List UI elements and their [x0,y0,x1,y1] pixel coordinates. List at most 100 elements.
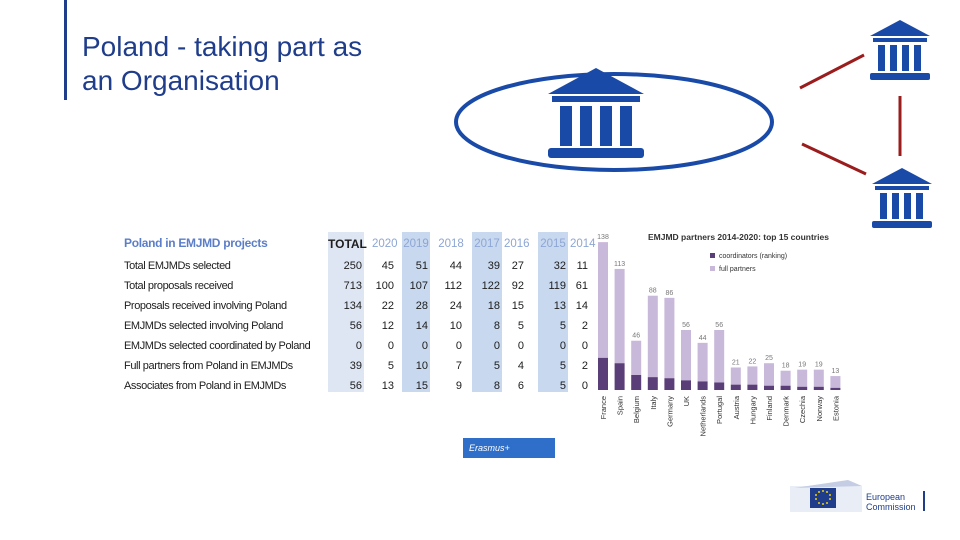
table-cell: 45 [381,260,394,272]
erasmus-plus-label: Erasmus+ [463,438,555,458]
emjmd-table: Poland in EMJMD projects Total EMJMDs se… [118,230,598,400]
row-label: Total EMJMDs selected [124,260,231,272]
bar-coordinators [747,384,758,390]
x-tick-label: Germany [665,396,674,427]
bar-coordinators [730,384,741,390]
bar-full-partners [747,366,758,385]
data-label: 22 [749,358,757,365]
table-cell: 27 [511,260,524,272]
table-cell: 0 [455,340,462,352]
data-label: 113 [614,261,625,268]
x-tick-label: Czechia [798,395,807,423]
column-header: 2014 [570,238,596,250]
bar-coordinators [780,385,791,390]
x-tick-label: Norway [815,396,824,422]
legend-entry: full partners [719,266,756,273]
data-label: 21 [732,360,740,367]
organisation-diagram [454,20,932,228]
table-column: 2016 27 92 15 5 0 4 6 [504,232,530,392]
ec-text-line1: European [866,492,906,502]
table-cell: 24 [449,300,462,312]
table-cell: 119 [548,280,566,292]
table-cell: 39 [349,360,362,372]
data-label: 44 [699,335,707,342]
table-column: 2020 45 100 22 12 0 5 13 [372,232,398,392]
row-label: EMJMDs selected coordinated by Poland [124,340,311,352]
table-cell: 11 [576,260,588,272]
bar-full-partners [714,330,725,383]
bar-full-partners [664,297,675,379]
table-cell: 100 [375,280,394,292]
column-header: 2019 [403,238,429,250]
table-cell: 8 [493,380,500,392]
bar-coordinators [664,378,675,390]
table-cell: 4 [517,360,524,372]
data-label: 46 [632,333,640,340]
title-accent-bar [64,0,67,100]
x-tick-label: Denmark [782,396,791,427]
european-commission-logo [790,480,862,512]
table-cell: 5 [559,380,566,392]
x-tick-label: Austria [732,395,741,419]
column-header: 2017 [474,238,500,250]
legend-swatch [710,266,715,271]
bar-full-partners [647,295,658,378]
table-column: 2014 11 61 14 2 0 2 0 [570,232,596,392]
table-column: 2017 39 122 18 8 0 5 8 [472,232,502,392]
data-label: 19 [798,362,806,369]
bar-full-partners [797,369,808,387]
table-cell: 10 [415,360,428,372]
table-row-labels: Total EMJMDs selected Total proposals re… [124,256,311,396]
bar-coordinators [647,377,658,390]
row-label: Full partners from Poland in EMJMDs [124,360,293,372]
table-cell: 6 [517,380,524,392]
table-cell: 22 [381,300,394,312]
bar-coordinators [697,381,708,390]
table-cell: 0 [387,340,394,352]
table-cell: 112 [444,280,462,292]
column-header: 2018 [438,238,464,250]
x-tick-label: Netherlands [699,396,708,437]
table-cell: 107 [409,280,428,292]
x-tick-label: France [599,396,608,419]
table-cell: 8 [493,320,500,332]
data-label: 88 [649,288,657,295]
table-cell: 92 [511,280,524,292]
x-tick-label: Finland [765,396,774,421]
table-cell: 56 [349,380,362,392]
table-cell: 0 [421,340,428,352]
institution-icon-main [548,68,644,158]
bar-full-partners [780,370,791,386]
chart-title: EMJMD partners 2014-2020: top 15 countri… [648,232,829,242]
table-cell: 7 [455,360,462,372]
link-line-top [799,53,865,90]
bar-coordinators [797,386,808,390]
bar-full-partners [598,242,608,358]
bar-full-partners [697,342,708,382]
data-label: 56 [682,322,690,329]
table-cell: 61 [575,280,588,292]
table-cell: 122 [481,280,500,292]
table-cell: 32 [553,260,566,272]
table-cell: 134 [343,300,362,312]
table-cell: 18 [487,300,500,312]
table-cell: 5 [517,320,524,332]
slide-title-line1: Poland - taking part as [82,31,363,62]
bar-coordinators [681,380,691,390]
slide-title-line2: an Organisation [82,65,280,96]
data-label: 138 [597,234,609,241]
table-cell: 13 [381,380,394,392]
table-cell: 39 [487,260,500,272]
bar-coordinators [598,357,608,390]
european-commission-text: European Commission [866,492,916,512]
data-label: 56 [715,322,723,329]
column-header: 2020 [372,238,398,250]
table-column: 2019 51 107 28 14 0 10 15 [402,232,430,392]
row-label: EMJMDs selected involving Poland [124,320,283,332]
x-tick-label: Hungary [748,396,757,425]
table-cell: 12 [381,320,394,332]
institution-icon-bottom-right [872,168,932,228]
table-cell: 14 [575,300,588,312]
table-cell: 56 [349,320,362,332]
x-tick-label: Estonia [831,395,840,421]
